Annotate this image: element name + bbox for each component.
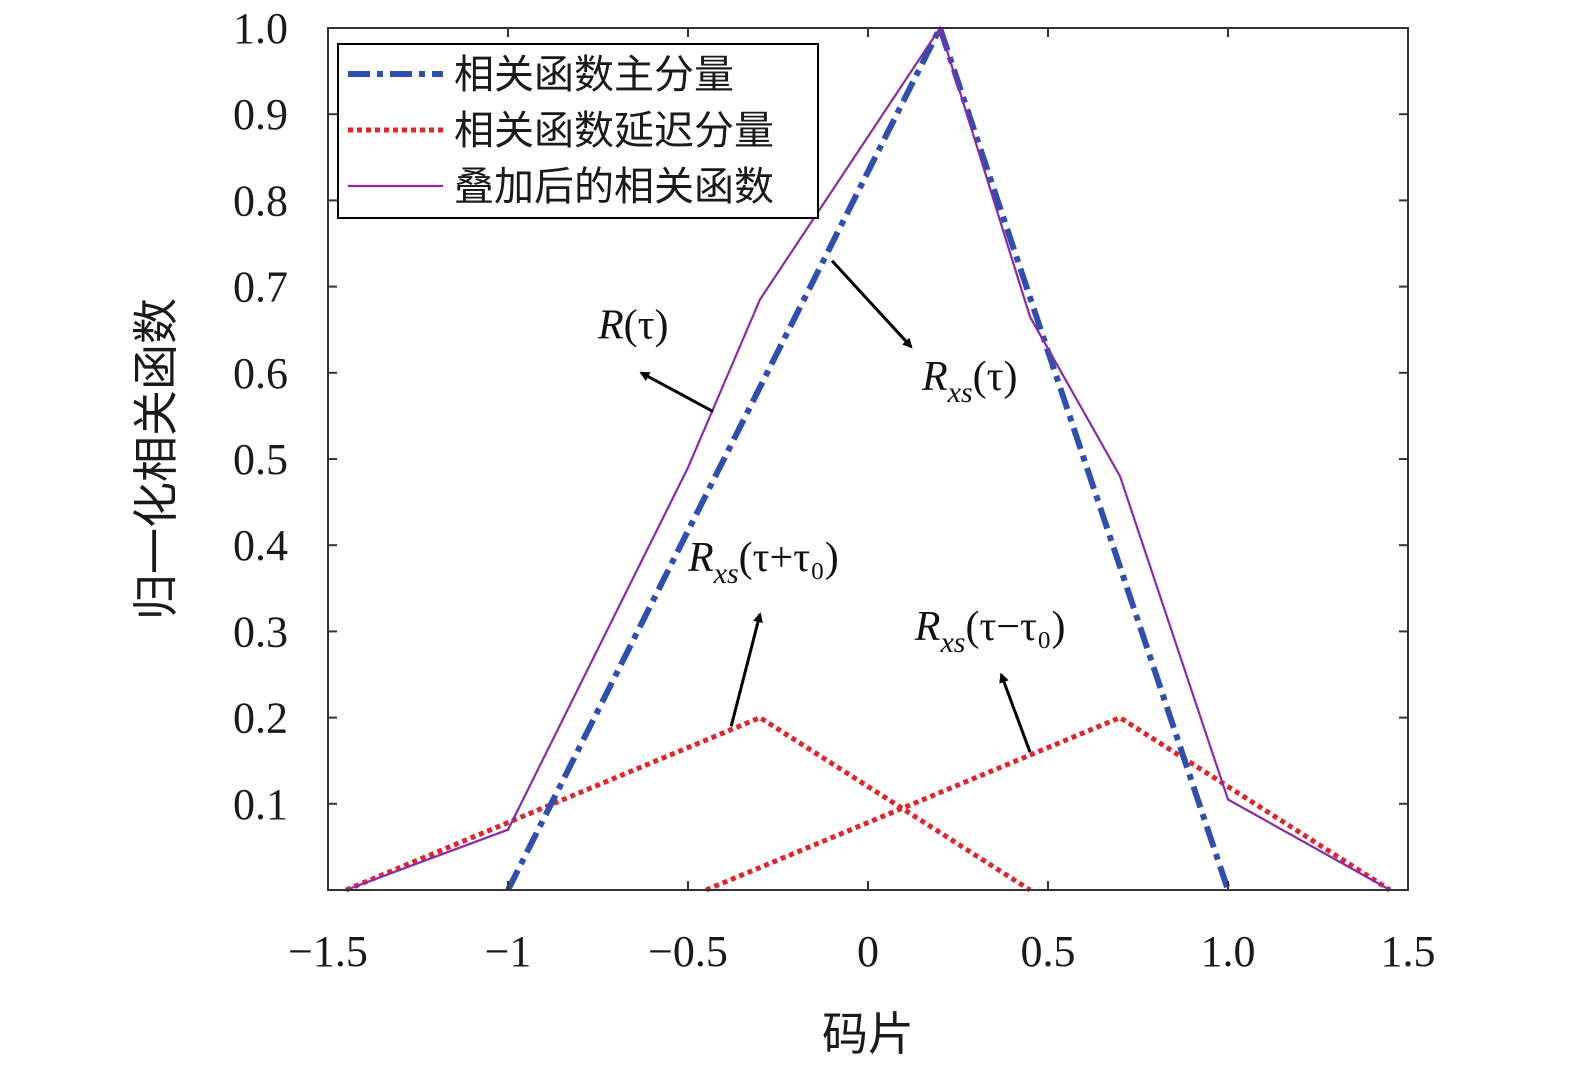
annotation-arrow — [999, 672, 1032, 753]
legend-label: 叠加后的相关函数 — [454, 164, 774, 209]
x-tick-label: −1.5 — [288, 927, 368, 976]
x-tick-label: 0.5 — [1021, 927, 1076, 976]
ticks-layer: −1.5 −1 −0.5 0 0.5 1.0 1.5 0.1 0.2 0.3 0.4 0.5 0.6 0.… — [233, 4, 1436, 976]
legend-label: 相关函数主分量 — [454, 52, 734, 97]
y-tick-label: 1.0 — [233, 4, 288, 53]
annotation-label: Rxs(τ−τ₀) — [914, 604, 1066, 659]
annotation-arrow — [639, 371, 714, 413]
y-tick-label: 0.6 — [233, 349, 288, 398]
annotation-arrow — [830, 259, 913, 349]
series-line-0 — [505, 20, 1231, 892]
legend-box — [337, 43, 819, 219]
y-axis-title: 归一化相关函数 — [131, 298, 182, 620]
annotation-label: R(τ) — [597, 302, 669, 348]
x-tick-label: 0 — [857, 927, 879, 976]
series-line-2 — [705, 714, 1392, 893]
x-tick-label: −0.5 — [648, 927, 728, 976]
y-tick-label: 0.4 — [233, 521, 288, 570]
annotation-label: Rxs(τ) — [921, 354, 1018, 409]
legend-label: 相关函数延迟分量 — [454, 108, 774, 153]
x-axis-title: 码片 — [822, 1009, 914, 1060]
x-tick-label: −1 — [485, 927, 532, 976]
annotation-label: Rxs(τ+τ₀) — [687, 535, 839, 590]
y-tick-label: 0.7 — [233, 263, 288, 312]
y-tick-label: 0.8 — [233, 176, 288, 225]
x-tick-label: 1.0 — [1201, 927, 1256, 976]
y-tick-label: 0.3 — [233, 607, 288, 656]
x-tick-label: 1.5 — [1381, 927, 1436, 976]
y-tick-label: 0.1 — [233, 780, 288, 829]
y-tick-label: 0.2 — [233, 694, 288, 743]
annotation-layer: R(τ) Rxs(τ) Rxs(τ+τ₀) Rxs(τ−τ₀) — [597, 259, 1066, 753]
series-line-1 — [345, 714, 1032, 893]
y-tick-label: 0.5 — [233, 435, 288, 484]
annotation-arrow — [729, 612, 763, 727]
y-tick-label: 0.9 — [233, 90, 288, 139]
